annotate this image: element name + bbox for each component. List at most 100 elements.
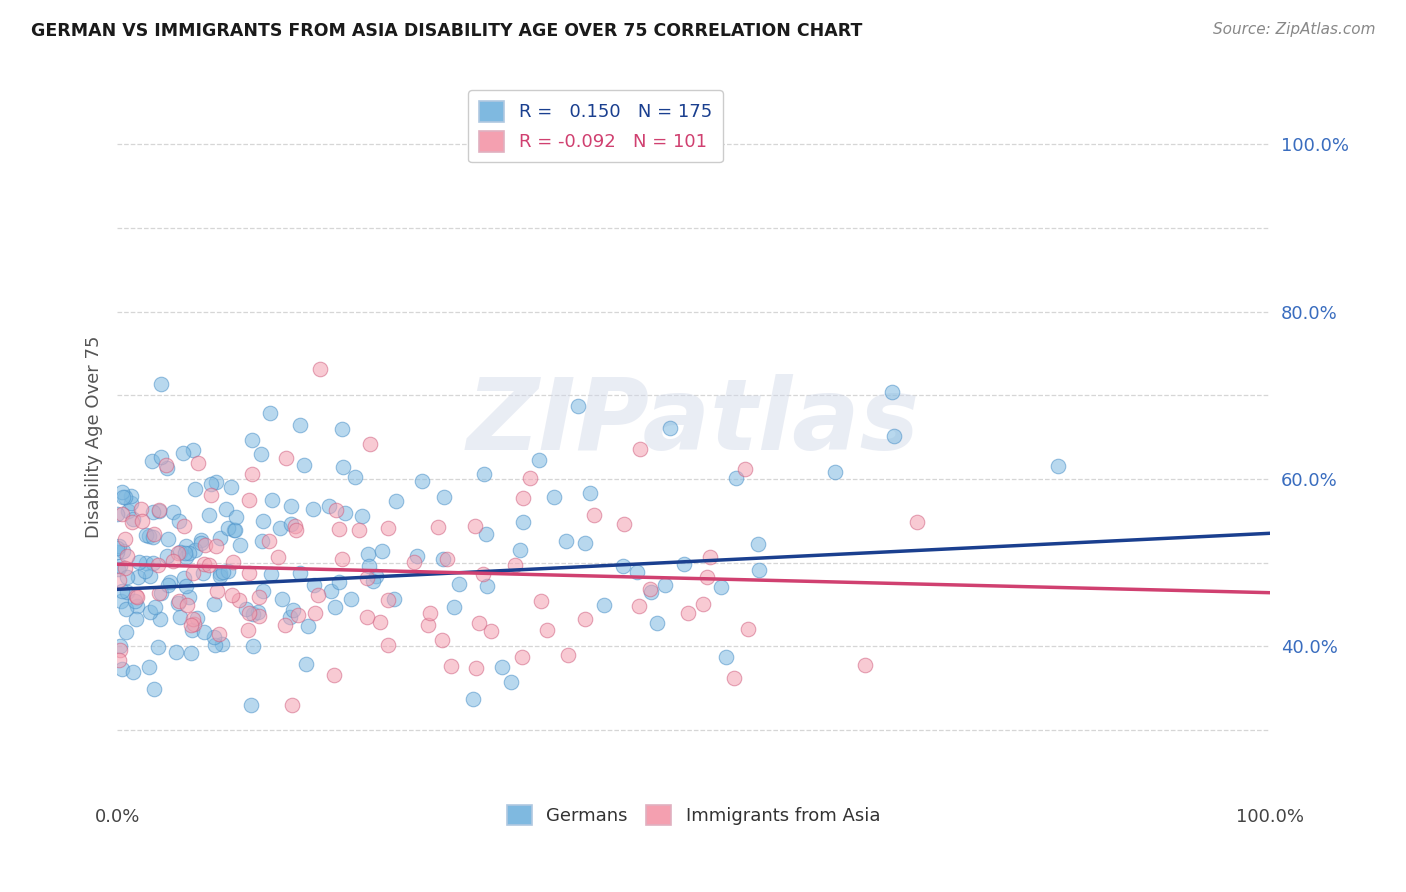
Point — [371, 544, 394, 558]
Point — [157, 533, 180, 547]
Point — [204, 475, 226, 490]
Point — [238, 492, 260, 507]
Point — [479, 624, 502, 639]
Point — [436, 552, 458, 566]
Point — [363, 574, 385, 589]
Point — [184, 482, 207, 496]
Point — [173, 571, 195, 585]
Point — [368, 615, 391, 629]
Point — [183, 443, 205, 458]
Point — [287, 607, 309, 622]
Point — [280, 499, 302, 513]
Point — [734, 462, 756, 476]
Text: ZIPatlas: ZIPatlas — [467, 375, 920, 471]
Point — [406, 549, 429, 563]
Point — [138, 529, 160, 543]
Point — [430, 633, 453, 648]
Point — [628, 442, 651, 456]
Point — [122, 512, 145, 526]
Point — [200, 488, 222, 502]
Point — [247, 590, 270, 604]
Point — [139, 605, 162, 619]
Point — [224, 523, 246, 537]
Point — [645, 616, 668, 631]
Point — [180, 618, 202, 632]
Point — [207, 627, 229, 641]
Point — [181, 612, 204, 626]
Point — [259, 406, 281, 420]
Point — [321, 584, 343, 599]
Point — [503, 558, 526, 572]
Point — [181, 566, 204, 581]
Point — [512, 515, 534, 529]
Point — [129, 502, 152, 516]
Point — [138, 568, 160, 582]
Point — [676, 607, 699, 621]
Point — [105, 508, 128, 522]
Point — [357, 547, 380, 561]
Point — [183, 617, 205, 632]
Point — [557, 648, 579, 663]
Point — [288, 418, 311, 433]
Point — [193, 538, 215, 552]
Point — [274, 618, 297, 632]
Point — [141, 453, 163, 467]
Point — [114, 532, 136, 546]
Point — [159, 574, 181, 589]
Point — [115, 549, 138, 564]
Point — [330, 552, 353, 566]
Point — [225, 509, 247, 524]
Point — [142, 530, 165, 544]
Point — [217, 520, 239, 534]
Point — [307, 588, 329, 602]
Point — [328, 574, 350, 589]
Point — [166, 596, 188, 610]
Point — [377, 638, 399, 652]
Point — [202, 630, 225, 644]
Point — [259, 566, 281, 581]
Point — [162, 505, 184, 519]
Point — [474, 527, 496, 541]
Point — [333, 506, 356, 520]
Point — [115, 585, 138, 599]
Point — [377, 592, 399, 607]
Point — [247, 609, 270, 624]
Point — [555, 533, 578, 548]
Point — [280, 516, 302, 531]
Point — [111, 484, 134, 499]
Legend: Germans, Immigrants from Asia: Germans, Immigrants from Asia — [498, 796, 889, 835]
Point — [149, 376, 172, 391]
Point — [135, 528, 157, 542]
Point — [579, 486, 602, 500]
Point — [114, 490, 136, 504]
Point — [242, 607, 264, 621]
Point — [582, 508, 605, 522]
Point — [211, 637, 233, 651]
Point — [205, 539, 228, 553]
Point — [229, 538, 252, 552]
Point — [853, 658, 876, 673]
Point — [270, 591, 292, 606]
Point — [208, 566, 231, 580]
Point — [125, 590, 148, 604]
Point — [276, 450, 298, 465]
Point — [257, 533, 280, 548]
Point — [174, 546, 197, 560]
Point — [128, 555, 150, 569]
Point — [115, 570, 138, 584]
Point — [737, 622, 759, 636]
Point — [146, 640, 169, 654]
Point — [332, 460, 354, 475]
Point — [108, 573, 131, 587]
Point — [190, 533, 212, 547]
Point — [1046, 459, 1069, 474]
Point — [134, 564, 156, 578]
Point — [174, 550, 197, 565]
Point — [269, 520, 291, 534]
Point — [318, 499, 340, 513]
Point — [150, 450, 173, 464]
Point — [883, 429, 905, 443]
Point — [142, 682, 165, 697]
Point — [440, 659, 463, 673]
Point — [155, 458, 177, 472]
